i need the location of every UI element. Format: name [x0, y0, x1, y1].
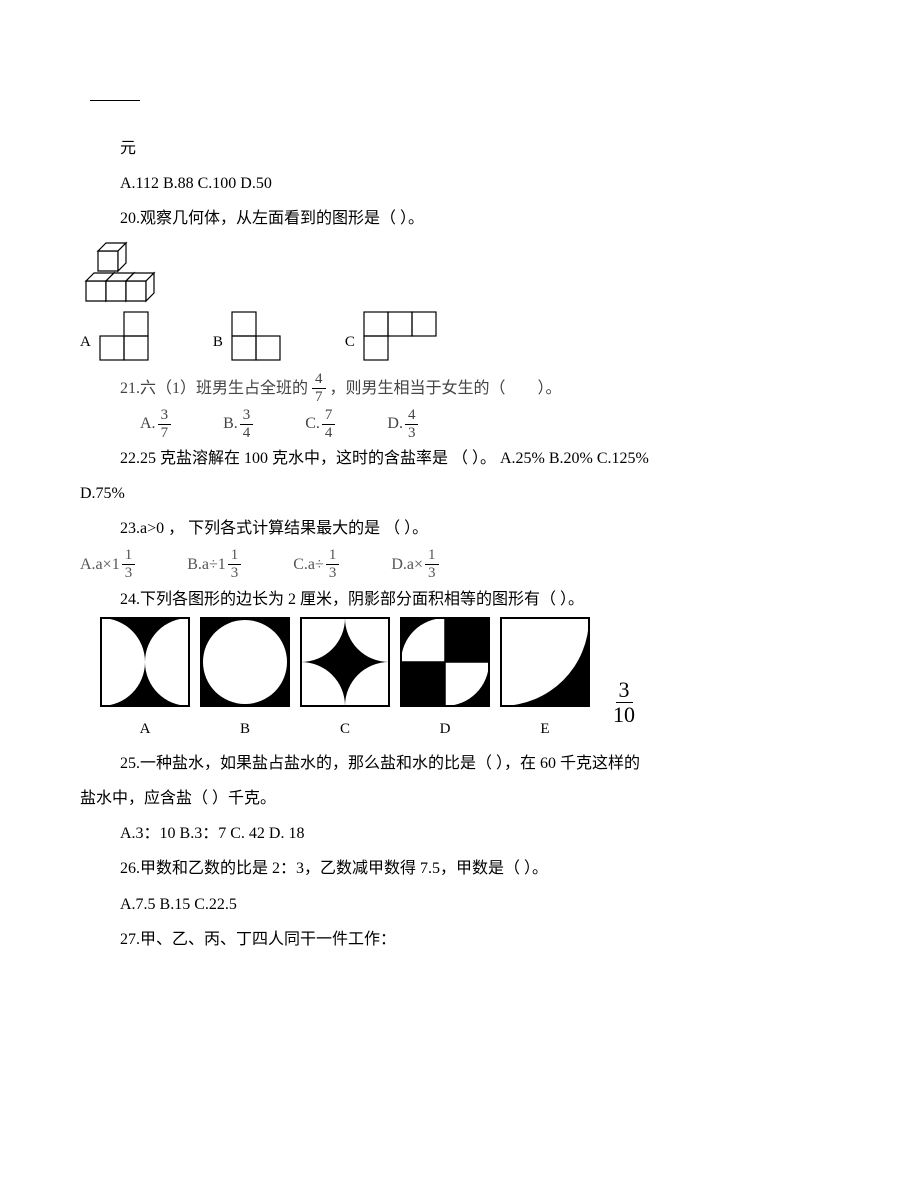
q21-stem-b: ，则男生相当于女生的（ ）。	[330, 371, 562, 406]
grid-shape-c-icon	[363, 311, 461, 361]
q25-line1: 25.一种盐水，如果盐占盐水的，那么盐和水的比是（ ），在 60 千克这样的	[120, 746, 840, 781]
q24-fig-c: C	[300, 617, 390, 746]
shape-e-icon	[500, 617, 590, 707]
q24-fig-a: A	[100, 617, 190, 746]
q23-option-d: D.a×13	[391, 547, 440, 582]
q20-option-c: C	[345, 311, 461, 361]
shape-c-icon	[300, 617, 390, 707]
cube-shape-icon	[80, 241, 180, 307]
q20-options: A B C	[80, 311, 840, 361]
q20-label-b: B	[213, 326, 223, 361]
q24-fig-b: B	[200, 617, 290, 746]
q26-stem: 26.甲数和乙数的比是 2：3，乙数减甲数得 7.5，甲数是（ ）。	[120, 851, 840, 886]
q19-options: A.112 B.88 C.100 D.50	[120, 166, 840, 201]
q27-stem: 27.甲、乙、丙、丁四人同干一件工作：	[120, 922, 840, 957]
q22-line1: 22.25 克盐溶解在 100 克水中，这时的含盐率是 （ ）。 A.25% B…	[120, 441, 840, 476]
q26-options: A.7.5 B.15 C.22.5	[120, 887, 840, 922]
grid-shape-b-icon	[231, 311, 305, 361]
q21-fraction: 4 7	[312, 372, 326, 405]
q21-stem-a: 21.六（1）班男生占全班的	[120, 371, 308, 406]
q23-options: A.a×113 B.a÷113 C.a÷13 D.a×13	[80, 547, 840, 582]
q23-option-b: B.a÷113	[187, 547, 243, 582]
q24-extra-fraction: 3 10	[610, 679, 638, 726]
q20-label-c: C	[345, 326, 355, 361]
q21-option-c: C.74	[305, 406, 337, 441]
shape-a-icon	[100, 617, 190, 707]
page: 元 A.112 B.88 C.100 D.50 20.观察几何体，从左面看到的图…	[0, 0, 920, 997]
q21-option-b: B.34	[223, 406, 255, 441]
q21-stem: 21.六（1）班男生占全班的 4 7 ，则男生相当于女生的（ ）。	[120, 371, 840, 406]
q20-figure	[80, 241, 840, 307]
q25-line2: 盐水中，应含盐（ ）千克。	[80, 781, 840, 816]
q21-option-a: A.37	[140, 406, 173, 441]
q24-stem: 24.下列各图形的边长为 2 厘米，阴影部分面积相等的图形有（ ）。	[120, 582, 840, 617]
q21-options: A.37 B.34 C.74 D.43	[140, 406, 840, 441]
q20-option-b: B	[213, 311, 305, 361]
lead-yuan: 元	[120, 131, 840, 166]
q24-fig-d: D	[400, 617, 490, 746]
q20-option-a: A	[80, 311, 173, 361]
q22-line2: D.75%	[80, 476, 840, 511]
q21-option-d: D.43	[387, 406, 420, 441]
q23-option-a: A.a×113	[80, 547, 137, 582]
q24-fig-e: E	[500, 617, 590, 746]
q24-figures: A B C D	[100, 617, 840, 746]
shape-d-icon	[400, 617, 490, 707]
header-rule	[90, 100, 140, 101]
q20-stem: 20.观察几何体，从左面看到的图形是（ ）。	[120, 201, 840, 236]
q20-label-a: A	[80, 326, 91, 361]
grid-shape-a-icon	[99, 311, 173, 361]
q25-options: A.3：10 B.3：7 C. 42 D. 18	[120, 816, 840, 851]
q23-option-c: C.a÷13	[293, 547, 341, 582]
shape-b-icon	[200, 617, 290, 707]
q23-stem: 23.a>0 ， 下列各式计算结果最大的是 （ ）。	[120, 511, 840, 546]
